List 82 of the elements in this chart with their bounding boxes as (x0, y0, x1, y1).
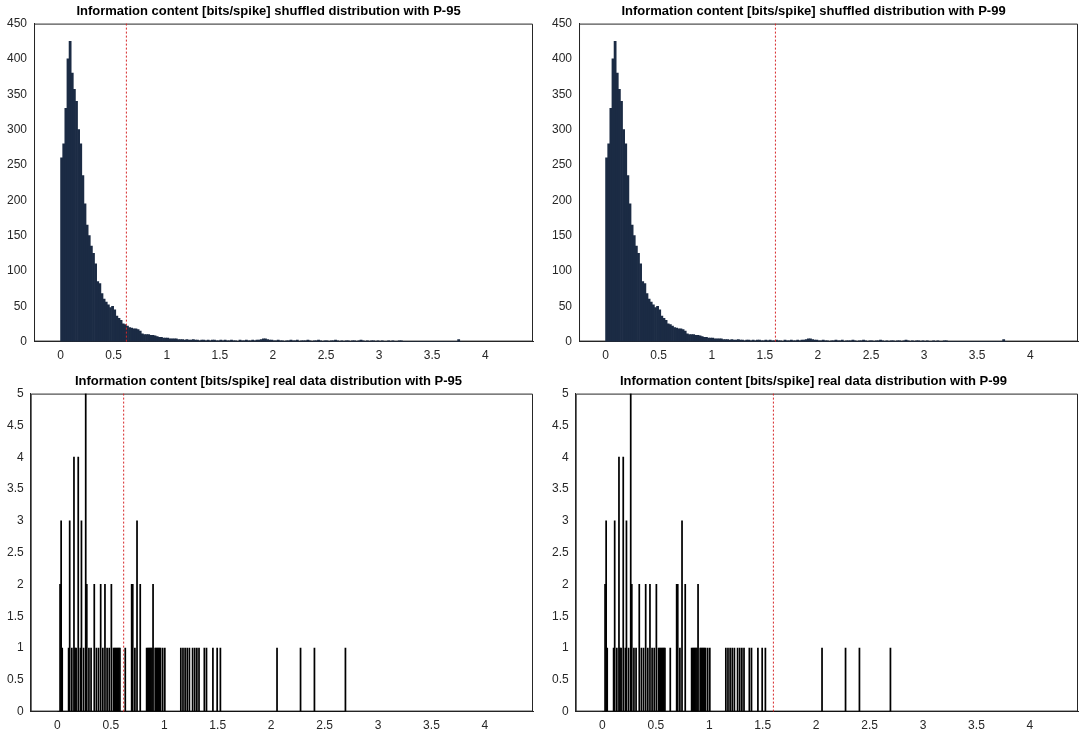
x-tick-label: 2 (812, 718, 820, 733)
chart-title: Information content [bits/spike] real data distribution with P-95 (74, 373, 463, 389)
x-tick-label: 0 (599, 718, 607, 733)
x-tick-label: 2.5 (862, 348, 880, 363)
y-tick-label: 350 (6, 86, 28, 101)
x-tick-label: 1.5 (211, 348, 229, 363)
y-tick-label: 3.5 (551, 481, 569, 496)
y-tick-label: 200 (551, 192, 573, 207)
y-tick-label: 2 (561, 576, 569, 591)
y-tick-label: 1 (561, 640, 569, 655)
x-tick-label: 0.5 (647, 718, 665, 733)
x-tick-label: 3 (920, 348, 928, 363)
x-tick-label: 3.5 (423, 718, 441, 733)
x-tick-label: 1 (160, 718, 168, 733)
x-tick-label: 2 (814, 348, 822, 363)
x-tick-label: 2 (267, 718, 275, 733)
x-tick-label: 1.5 (209, 718, 227, 733)
y-tick-label: 3.5 (6, 481, 24, 496)
y-tick-label: 200 (6, 192, 28, 207)
x-tick-label: 3.5 (423, 348, 441, 363)
y-tick-label: 1 (16, 640, 24, 655)
y-tick-label: 4 (16, 449, 24, 464)
x-tick-label: 0 (57, 348, 65, 363)
y-tick-label: 300 (551, 121, 573, 136)
y-tick-label: 50 (558, 298, 573, 313)
x-tick-label: 0.5 (650, 348, 668, 363)
x-tick-label: 0.5 (105, 348, 123, 363)
x-tick-label: 4 (481, 718, 489, 733)
y-tick-label: 2 (16, 576, 24, 591)
y-tick-label: 50 (13, 298, 28, 313)
y-tick-label: 0 (565, 333, 573, 348)
y-tick-label: 0.5 (6, 672, 24, 687)
x-tick-label: 2 (269, 348, 277, 363)
x-tick-label: 3 (919, 718, 927, 733)
x-tick-label: 3.5 (968, 348, 986, 363)
y-tick-label: 450 (551, 15, 573, 30)
y-tick-label: 350 (551, 86, 573, 101)
x-tick-label: 1.5 (754, 718, 772, 733)
x-tick-label: 2.5 (316, 718, 334, 733)
y-tick-label: 5 (16, 385, 24, 400)
x-tick-label: 4 (1026, 718, 1034, 733)
chart-title: Information content [bits/spike] shuffled distribution with P-95 (76, 3, 461, 19)
y-tick-label: 3 (16, 513, 24, 528)
y-tick-label: 4.5 (6, 417, 24, 432)
y-tick-label: 400 (551, 51, 573, 66)
y-tick-label: 5 (561, 385, 569, 400)
y-tick-label: 300 (6, 121, 28, 136)
x-tick-label: 1 (708, 348, 716, 363)
x-tick-label: 1.5 (756, 348, 774, 363)
y-tick-label: 250 (551, 157, 573, 172)
y-tick-label: 2.5 (551, 544, 569, 559)
chart-title: Information content [bits/spike] real data distribution with P-99 (619, 373, 1008, 389)
x-tick-label: 4 (1026, 348, 1034, 363)
y-tick-label: 0 (20, 333, 28, 348)
x-tick-label: 0.5 (102, 718, 120, 733)
y-tick-label: 150 (551, 227, 573, 242)
x-tick-label: 2.5 (317, 348, 335, 363)
y-tick-label: 2.5 (6, 544, 24, 559)
y-tick-label: 1.5 (6, 608, 24, 623)
y-tick-label: 3 (561, 513, 569, 528)
y-tick-label: 0 (561, 703, 569, 718)
y-tick-label: 0 (16, 703, 24, 718)
y-tick-label: 400 (6, 51, 28, 66)
x-tick-label: 2.5 (861, 718, 879, 733)
y-tick-label: 250 (6, 157, 28, 172)
y-tick-label: 4.5 (551, 417, 569, 432)
y-tick-label: 100 (6, 263, 28, 278)
x-tick-label: 1 (705, 718, 713, 733)
y-tick-label: 150 (6, 227, 28, 242)
x-tick-label: 3 (375, 348, 383, 363)
y-tick-label: 450 (6, 15, 28, 30)
x-tick-label: 3.5 (968, 718, 986, 733)
x-tick-label: 0 (54, 718, 62, 733)
y-tick-label: 0.5 (551, 672, 569, 687)
y-tick-label: 1.5 (551, 608, 569, 623)
y-tick-label: 4 (561, 449, 569, 464)
y-tick-label: 100 (551, 263, 573, 278)
x-tick-label: 4 (481, 348, 489, 363)
chart-title: Information content [bits/spike] shuffled distribution with P-99 (621, 3, 1006, 19)
x-tick-label: 3 (374, 718, 382, 733)
x-tick-label: 1 (163, 348, 171, 363)
x-tick-label: 0 (602, 348, 610, 363)
